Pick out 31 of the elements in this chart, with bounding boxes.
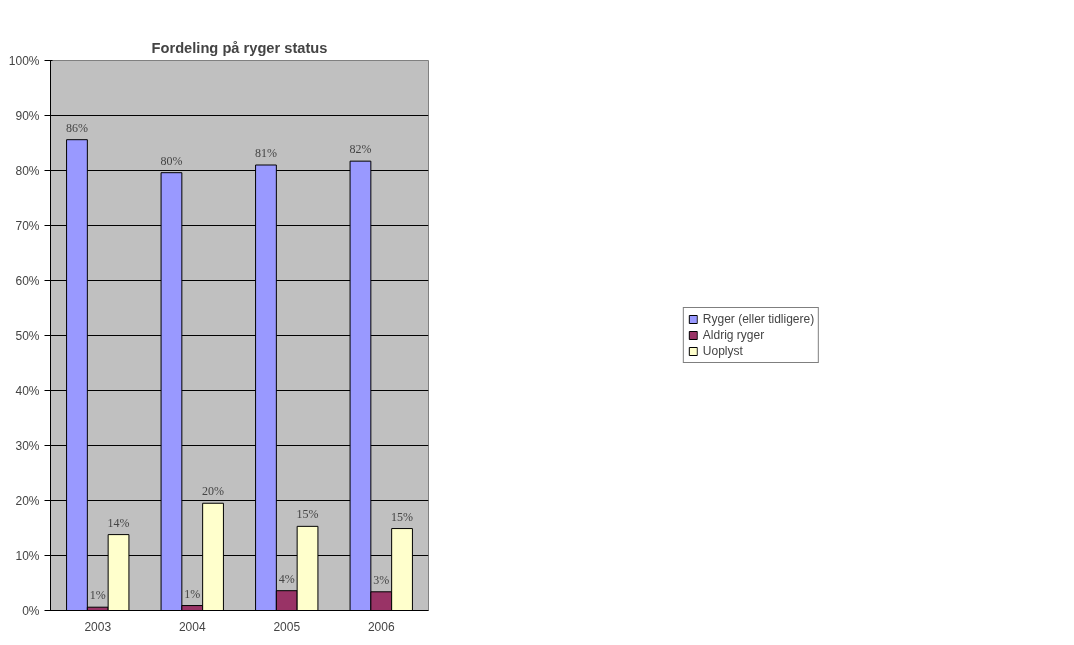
data-label: 15% <box>296 507 319 522</box>
y-tick-label: 80% <box>15 163 40 178</box>
y-tick-label: 20% <box>15 493 40 508</box>
data-label: 81% <box>254 146 277 160</box>
data-label: 1% <box>184 586 201 601</box>
data-label: 80% <box>160 153 183 168</box>
y-tick-label: 50% <box>15 328 40 343</box>
y-tick-label: 40% <box>15 383 40 398</box>
y-tick-label: 10% <box>15 548 40 563</box>
data-label: 15% <box>391 509 414 524</box>
y-tick-label: 100% <box>8 53 40 68</box>
data-label: 4% <box>278 571 295 586</box>
x-tick-label: 2004 <box>178 619 206 634</box>
legend-label: Uoplyst <box>702 344 743 358</box>
x-tick-label: 2005 <box>273 619 301 634</box>
chart-title: Fordeling på ryger status <box>151 39 328 56</box>
data-label: 86% <box>65 120 88 135</box>
y-tick-label: 90% <box>15 108 40 123</box>
y-tick-label: 70% <box>15 218 40 233</box>
data-label: 14% <box>107 515 130 530</box>
data-label: 3% <box>373 572 390 587</box>
x-tick-label: 2006 <box>367 619 395 634</box>
x-tick-label: 2003 <box>84 619 112 634</box>
legend-label: Ryger (eller tidligere) <box>702 312 815 326</box>
data-label: 1% <box>89 588 106 603</box>
legend-label: Aldrig ryger <box>702 328 765 342</box>
data-label: 82% <box>349 142 372 157</box>
data-label: 20% <box>202 484 225 499</box>
y-tick-label: 0% <box>22 603 40 618</box>
y-tick-label: 60% <box>15 273 40 288</box>
y-tick-label: 30% <box>15 438 40 453</box>
